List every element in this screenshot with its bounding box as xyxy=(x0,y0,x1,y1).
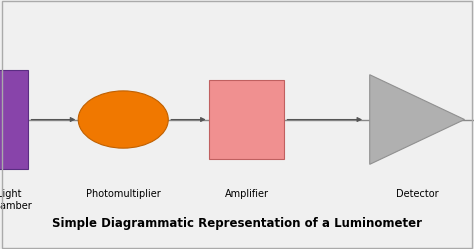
Text: Detector: Detector xyxy=(396,189,438,199)
Text: Simple Diagrammatic Representation of a Luminometer: Simple Diagrammatic Representation of a … xyxy=(52,217,422,230)
Polygon shape xyxy=(370,75,465,164)
Text: Light
Chamber: Light Chamber xyxy=(0,189,32,211)
Text: Photomultiplier: Photomultiplier xyxy=(86,189,161,199)
Bar xyxy=(0,70,28,169)
Bar xyxy=(209,80,284,159)
Ellipse shape xyxy=(78,91,168,148)
Text: Amplifier: Amplifier xyxy=(225,189,268,199)
